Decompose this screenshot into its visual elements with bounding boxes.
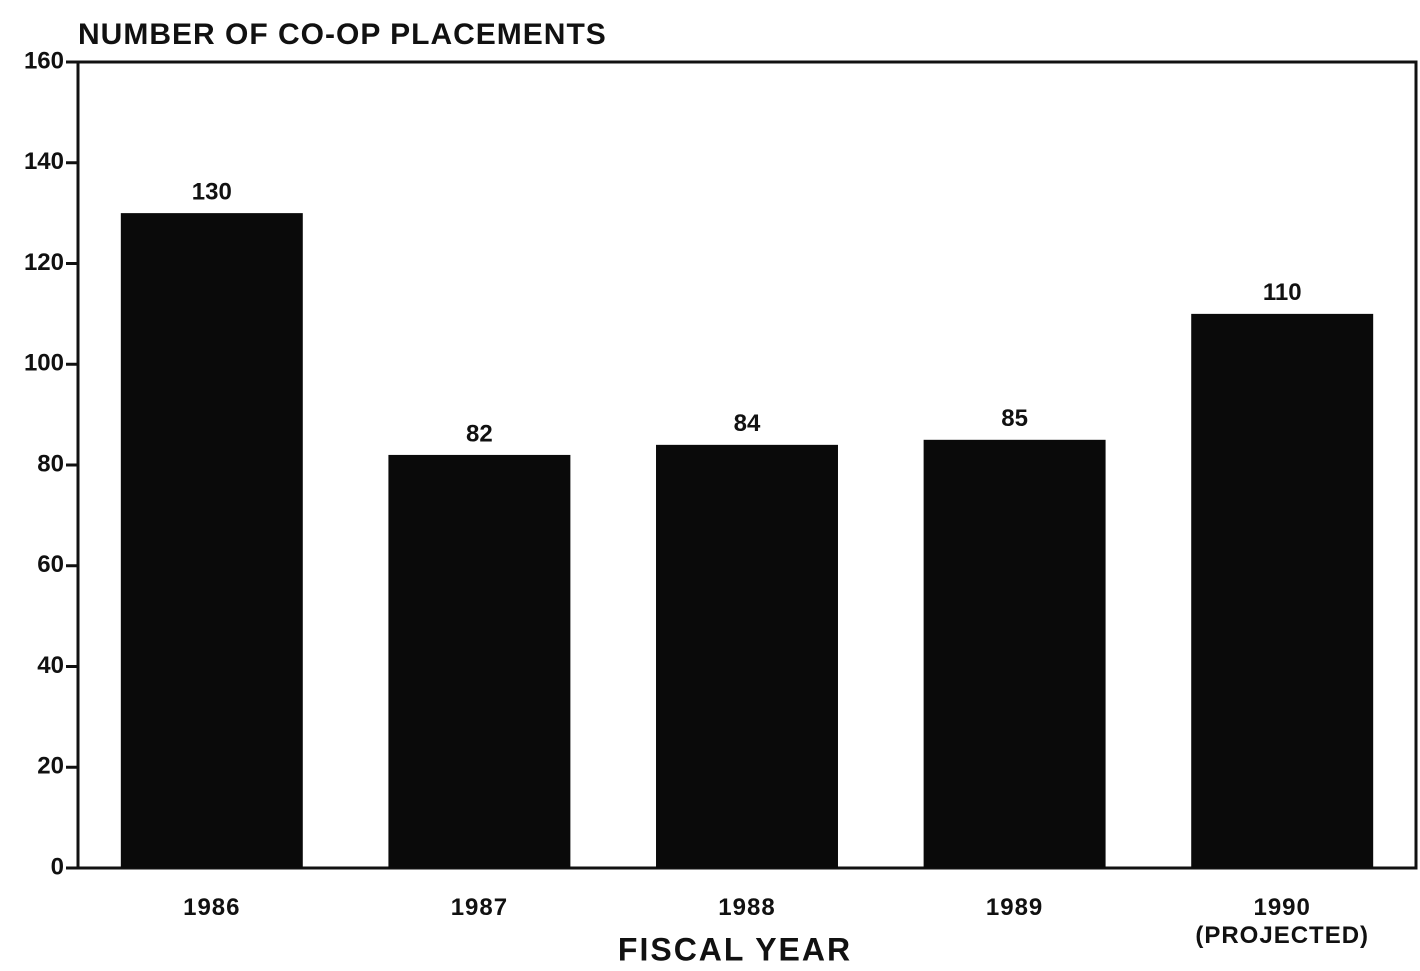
y-tick-label: 0 xyxy=(51,853,64,880)
bar xyxy=(120,213,303,868)
y-tick-label: 100 xyxy=(24,350,64,377)
bar xyxy=(1191,313,1374,868)
x-tick-label: 1988 xyxy=(718,894,776,921)
y-tick-label: 60 xyxy=(37,551,64,578)
x-tick-label: 1987 xyxy=(450,894,509,921)
y-tick-label: 40 xyxy=(37,652,64,679)
y-tick-label: 120 xyxy=(24,249,64,276)
x-axis-title: FISCAL YEAR xyxy=(618,931,852,967)
bar xyxy=(656,444,838,868)
x-tick-label: 1990 (PROJECTED) xyxy=(1195,894,1370,949)
bar xyxy=(388,454,571,868)
chart-title: NUMBER OF CO-OP PLACEMENTS xyxy=(78,18,607,51)
y-tick-label: 20 xyxy=(37,753,64,780)
value-label: 82 xyxy=(466,420,493,447)
x-tick-label: 1986 xyxy=(183,894,241,921)
value-label: 110 xyxy=(1263,279,1302,306)
value-label: 84 xyxy=(734,410,761,437)
x-tick-label: 1989 xyxy=(985,894,1044,921)
value-label: 130 xyxy=(192,178,232,205)
y-tick-label: 80 xyxy=(37,450,64,477)
value-label: 85 xyxy=(1001,405,1028,432)
y-tick-label: 160 xyxy=(24,47,64,74)
bar xyxy=(923,439,1106,868)
y-tick-label: 140 xyxy=(24,148,64,175)
